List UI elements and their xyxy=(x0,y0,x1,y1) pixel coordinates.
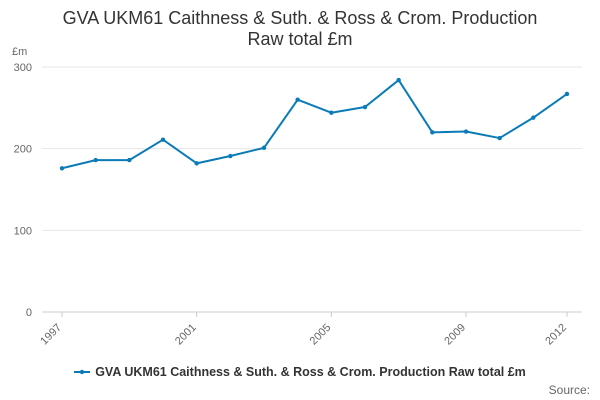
x-tick-label: 1997 xyxy=(38,322,64,348)
data-point xyxy=(160,137,166,142)
x-tick-label: 2001 xyxy=(173,322,199,348)
legend-marker-icon xyxy=(74,369,91,374)
data-point xyxy=(261,145,267,151)
y-tick-label: 200 xyxy=(14,144,32,156)
legend-point xyxy=(79,369,85,374)
data-point xyxy=(228,153,233,159)
x-tick-label: 2005 xyxy=(308,322,334,348)
y-tick-label: 100 xyxy=(14,225,32,237)
legend[interactable]: GVA UKM61 Caithness & Suth. & Ross & Cro… xyxy=(0,365,600,379)
x-tick-label: 2009 xyxy=(442,322,468,348)
chart-title-line-1: GVA UKM61 Caithness & Suth. & Ross & Cro… xyxy=(62,8,538,28)
data-point xyxy=(295,97,300,102)
data-point xyxy=(59,166,65,171)
data-point xyxy=(497,135,502,141)
data-point xyxy=(194,161,199,166)
data-point xyxy=(463,129,469,134)
data-point xyxy=(430,130,435,135)
series-line xyxy=(61,79,568,170)
source-label: Source: xyxy=(548,383,590,397)
chart-title-line-2: Raw total £m xyxy=(247,29,353,49)
data-point xyxy=(93,157,98,163)
y-tick-label: 0 xyxy=(26,307,32,319)
data-point xyxy=(396,77,401,83)
data-point xyxy=(531,115,536,120)
legend-label: GVA UKM61 Caithness & Suth. & Ross & Cro… xyxy=(95,365,526,379)
y-tick-label: 300 xyxy=(14,62,32,74)
data-point xyxy=(127,157,132,163)
x-tick-label: 2012 xyxy=(543,322,569,348)
data-point xyxy=(362,104,368,110)
y-axis-unit-label: £m xyxy=(12,46,28,58)
data-point xyxy=(564,91,570,97)
data-point xyxy=(329,110,334,115)
